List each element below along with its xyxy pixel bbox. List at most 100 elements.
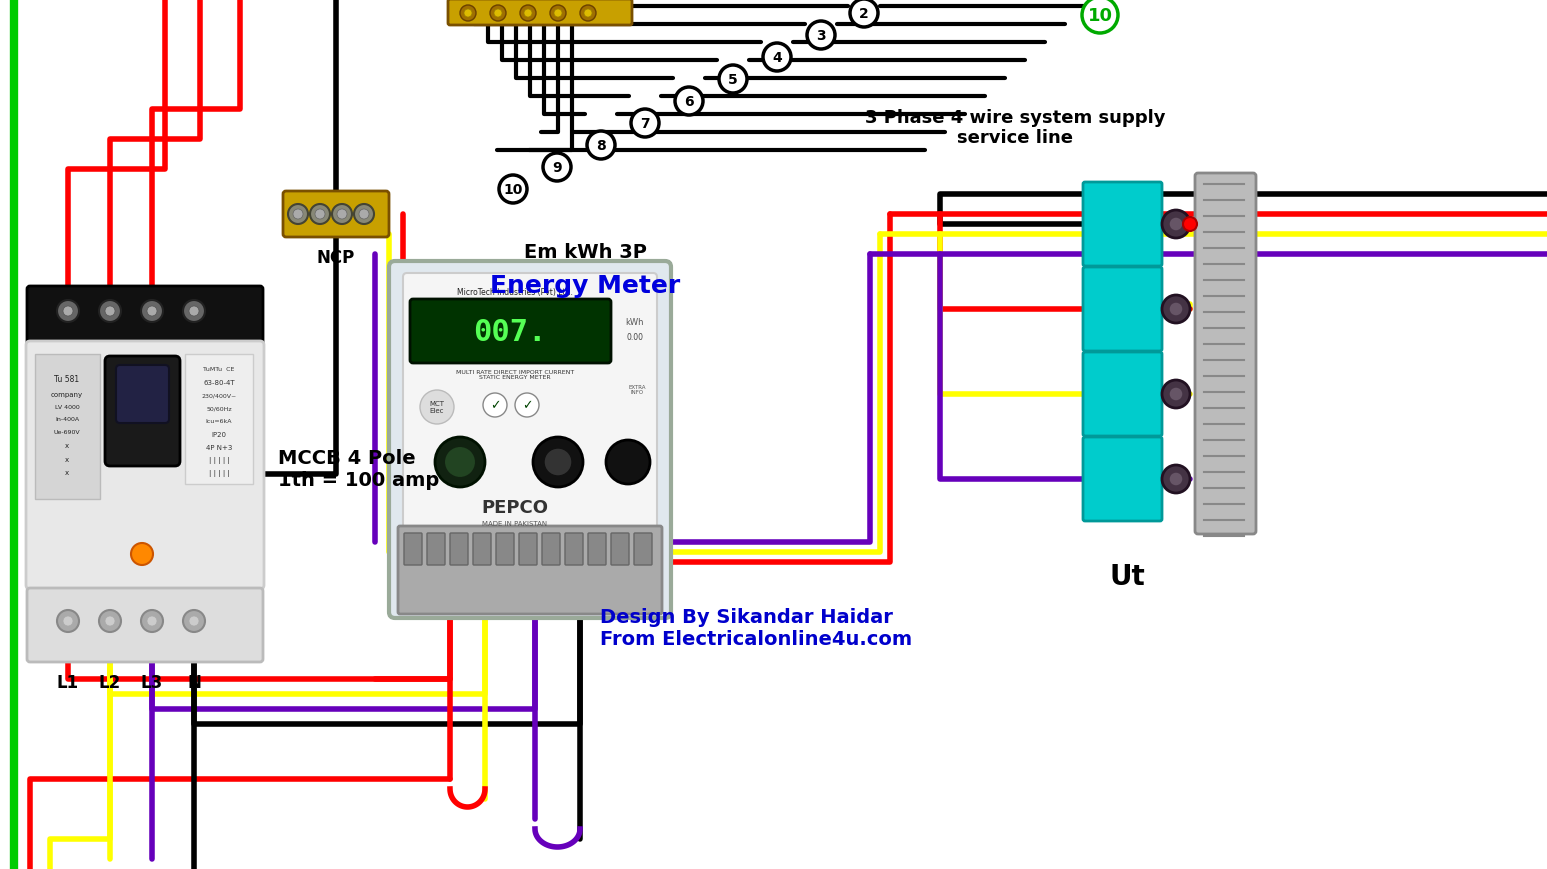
Text: 6: 6 bbox=[684, 95, 693, 109]
Circle shape bbox=[63, 307, 73, 316]
Text: 2: 2 bbox=[859, 7, 869, 21]
Circle shape bbox=[1081, 0, 1118, 34]
Circle shape bbox=[189, 616, 200, 627]
Text: 10: 10 bbox=[503, 182, 523, 196]
Text: 0.00: 0.00 bbox=[627, 333, 644, 342]
Text: 8: 8 bbox=[596, 139, 606, 153]
Text: 3 Phase 4 wire system supply
service line: 3 Phase 4 wire system supply service lin… bbox=[865, 109, 1165, 147]
Circle shape bbox=[500, 176, 528, 203]
Circle shape bbox=[57, 610, 79, 633]
Text: MADE IN PAKISTAN: MADE IN PAKISTAN bbox=[483, 521, 548, 527]
FancyBboxPatch shape bbox=[26, 588, 263, 662]
Circle shape bbox=[333, 205, 353, 225]
FancyBboxPatch shape bbox=[518, 534, 537, 566]
Circle shape bbox=[849, 0, 879, 28]
FancyBboxPatch shape bbox=[404, 274, 657, 551]
Circle shape bbox=[183, 301, 206, 322]
Circle shape bbox=[808, 22, 835, 50]
Text: L3: L3 bbox=[141, 673, 162, 691]
Circle shape bbox=[141, 610, 162, 633]
Circle shape bbox=[674, 88, 702, 116]
Text: 3: 3 bbox=[817, 29, 826, 43]
Text: Energy Meter: Energy Meter bbox=[490, 274, 681, 298]
FancyBboxPatch shape bbox=[26, 287, 263, 353]
Circle shape bbox=[606, 441, 650, 484]
FancyBboxPatch shape bbox=[634, 534, 651, 566]
Circle shape bbox=[1170, 302, 1183, 316]
Text: Ut: Ut bbox=[1109, 562, 1145, 590]
Circle shape bbox=[1170, 218, 1183, 232]
Text: PEPCO: PEPCO bbox=[481, 499, 549, 516]
FancyBboxPatch shape bbox=[541, 534, 560, 566]
Text: 5: 5 bbox=[729, 73, 738, 87]
FancyBboxPatch shape bbox=[449, 0, 633, 26]
FancyBboxPatch shape bbox=[1083, 268, 1162, 352]
Circle shape bbox=[464, 10, 472, 18]
FancyBboxPatch shape bbox=[388, 262, 671, 618]
Text: EXTRA
INFO: EXTRA INFO bbox=[628, 384, 645, 395]
FancyBboxPatch shape bbox=[565, 534, 583, 566]
Text: 230/400V~: 230/400V~ bbox=[201, 393, 237, 398]
Text: Ue-690V: Ue-690V bbox=[54, 430, 80, 435]
Text: 50/60Hz: 50/60Hz bbox=[206, 406, 232, 411]
Bar bbox=[186, 355, 254, 484]
Text: 007.: 007. bbox=[473, 318, 546, 347]
Text: | | | | |: | | | | | bbox=[209, 470, 229, 477]
Text: ✓: ✓ bbox=[521, 399, 532, 412]
Text: 10: 10 bbox=[1088, 7, 1112, 25]
Circle shape bbox=[189, 307, 200, 316]
Text: Tu 581: Tu 581 bbox=[54, 375, 79, 384]
Text: 9: 9 bbox=[552, 161, 562, 175]
Text: 4: 4 bbox=[772, 51, 781, 65]
Circle shape bbox=[585, 10, 593, 18]
Circle shape bbox=[316, 209, 325, 220]
Text: L1: L1 bbox=[57, 673, 79, 691]
Circle shape bbox=[1183, 218, 1197, 232]
Circle shape bbox=[459, 6, 476, 22]
Text: 63-80-4T: 63-80-4T bbox=[203, 380, 235, 386]
FancyBboxPatch shape bbox=[473, 534, 490, 566]
FancyBboxPatch shape bbox=[116, 366, 169, 423]
Circle shape bbox=[1170, 473, 1183, 487]
Circle shape bbox=[534, 437, 583, 488]
Circle shape bbox=[131, 543, 153, 566]
Bar bbox=[36, 355, 101, 500]
FancyBboxPatch shape bbox=[404, 534, 422, 566]
Text: N: N bbox=[187, 673, 201, 691]
Circle shape bbox=[1170, 388, 1183, 401]
FancyBboxPatch shape bbox=[611, 534, 630, 566]
Circle shape bbox=[359, 209, 370, 220]
Circle shape bbox=[631, 109, 659, 138]
Circle shape bbox=[1162, 466, 1190, 494]
FancyBboxPatch shape bbox=[410, 300, 611, 363]
Text: L2: L2 bbox=[99, 673, 121, 691]
Text: company: company bbox=[51, 392, 84, 397]
Text: MicroTech Industries (Pvt) Ltd.: MicroTech Industries (Pvt) Ltd. bbox=[456, 289, 572, 297]
FancyBboxPatch shape bbox=[26, 342, 265, 589]
Circle shape bbox=[444, 447, 476, 479]
Circle shape bbox=[309, 205, 330, 225]
Text: LV 4000: LV 4000 bbox=[54, 405, 79, 410]
FancyBboxPatch shape bbox=[588, 534, 606, 566]
Text: x: x bbox=[65, 469, 70, 475]
Text: MULTI RATE DIRECT IMPORT CURRENT
STATIC ENERGY METER: MULTI RATE DIRECT IMPORT CURRENT STATIC … bbox=[456, 369, 574, 380]
Circle shape bbox=[63, 616, 73, 627]
FancyBboxPatch shape bbox=[427, 534, 446, 566]
Circle shape bbox=[543, 154, 571, 182]
Circle shape bbox=[183, 610, 206, 633]
Circle shape bbox=[292, 209, 303, 220]
Text: x: x bbox=[65, 442, 70, 448]
Text: kWh: kWh bbox=[625, 318, 644, 327]
Text: TuMTu  CE: TuMTu CE bbox=[203, 367, 235, 372]
Circle shape bbox=[586, 132, 616, 160]
FancyBboxPatch shape bbox=[1083, 353, 1162, 436]
Circle shape bbox=[141, 301, 162, 322]
Circle shape bbox=[524, 10, 532, 18]
Circle shape bbox=[551, 6, 566, 22]
Text: 7: 7 bbox=[640, 116, 650, 131]
FancyBboxPatch shape bbox=[497, 534, 514, 566]
Text: MCT
Elec: MCT Elec bbox=[430, 401, 444, 414]
Text: In-400A: In-400A bbox=[56, 417, 79, 422]
FancyBboxPatch shape bbox=[105, 356, 179, 467]
Circle shape bbox=[1162, 211, 1190, 239]
